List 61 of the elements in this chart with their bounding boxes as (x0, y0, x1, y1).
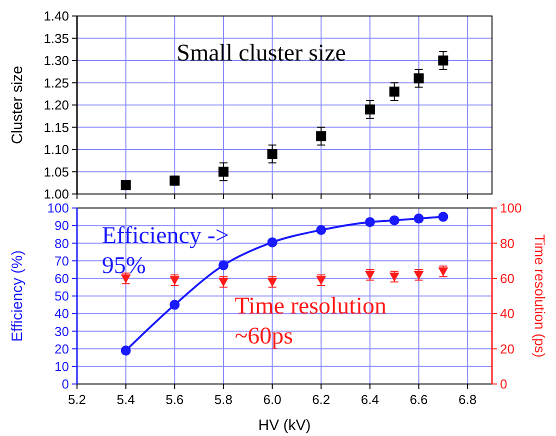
annotation: Efficiency -> 95% (102, 223, 229, 280)
y-tick-label: 1.40 (44, 8, 69, 24)
point (316, 276, 326, 286)
y2-axis-title: Time resolution (ps) (532, 234, 548, 358)
point (364, 104, 375, 114)
y-tick-label: 1.15 (44, 120, 69, 135)
annotation: Time resolution ~60ps (234, 294, 386, 350)
point (438, 212, 448, 222)
x-tick-label: 5.8 (214, 392, 233, 407)
x-tick-label: 5.2 (68, 392, 86, 407)
point (364, 217, 375, 228)
point (170, 276, 180, 286)
y-tick-label: 1.00 (44, 186, 69, 202)
y-tick-label: 1.05 (44, 164, 69, 180)
x-axis-title: HV (kV) (258, 417, 311, 434)
y2-tick-label: 80 (500, 236, 514, 251)
y-tick-label: 50 (54, 288, 69, 304)
y-tick-label: 10 (54, 358, 69, 374)
point (218, 260, 228, 270)
point (414, 73, 424, 84)
x-tick-label: 6.2 (312, 392, 330, 407)
y2-tick-label: 40 (500, 306, 514, 322)
annotation: Small cluster size (176, 40, 346, 66)
y-tick-label: 40 (54, 306, 69, 322)
y-tick-label: 60 (54, 270, 69, 286)
point (389, 215, 400, 226)
y-axis-title: Cluster size (9, 66, 26, 144)
y-tick-label: 1.10 (44, 142, 69, 158)
x-tick-label: 6.8 (458, 392, 477, 407)
point (267, 237, 278, 248)
y-tick-label: 0 (62, 376, 69, 392)
point (414, 214, 424, 224)
y-axis-title: Efficiency (%) (9, 250, 26, 342)
point (267, 148, 278, 159)
y-tick-label: 1.35 (44, 30, 69, 46)
point (389, 272, 400, 282)
y-tick-label: 1.30 (44, 53, 69, 68)
y2-tick-label: 20 (500, 341, 514, 356)
point (316, 225, 326, 235)
y2-tick-label: 100 (500, 200, 522, 216)
point (120, 346, 131, 356)
x-tick-label: 6.0 (263, 392, 282, 407)
y-tick-label: 100 (47, 200, 69, 216)
y-tick-label: 30 (54, 324, 69, 339)
y-tick-label: 80 (54, 236, 69, 251)
point (438, 56, 448, 66)
y2-tick-label: 60 (500, 270, 514, 286)
y-tick-label: 20 (54, 341, 69, 356)
y-tick-label: 70 (54, 253, 69, 268)
y2-tick-label: 0 (500, 376, 508, 392)
x-tick-label: 6.4 (360, 392, 379, 407)
y-tick-label: 1.25 (44, 75, 69, 90)
x-tick-label: 5.4 (116, 392, 135, 407)
y-tick-label: 90 (54, 218, 69, 234)
point (316, 131, 326, 142)
point (218, 166, 228, 177)
x-tick-label: 6.6 (410, 392, 428, 407)
x-tick-label: 5.6 (166, 392, 184, 407)
point (389, 86, 400, 97)
point (170, 300, 180, 310)
y-tick-label: 1.20 (44, 98, 69, 113)
